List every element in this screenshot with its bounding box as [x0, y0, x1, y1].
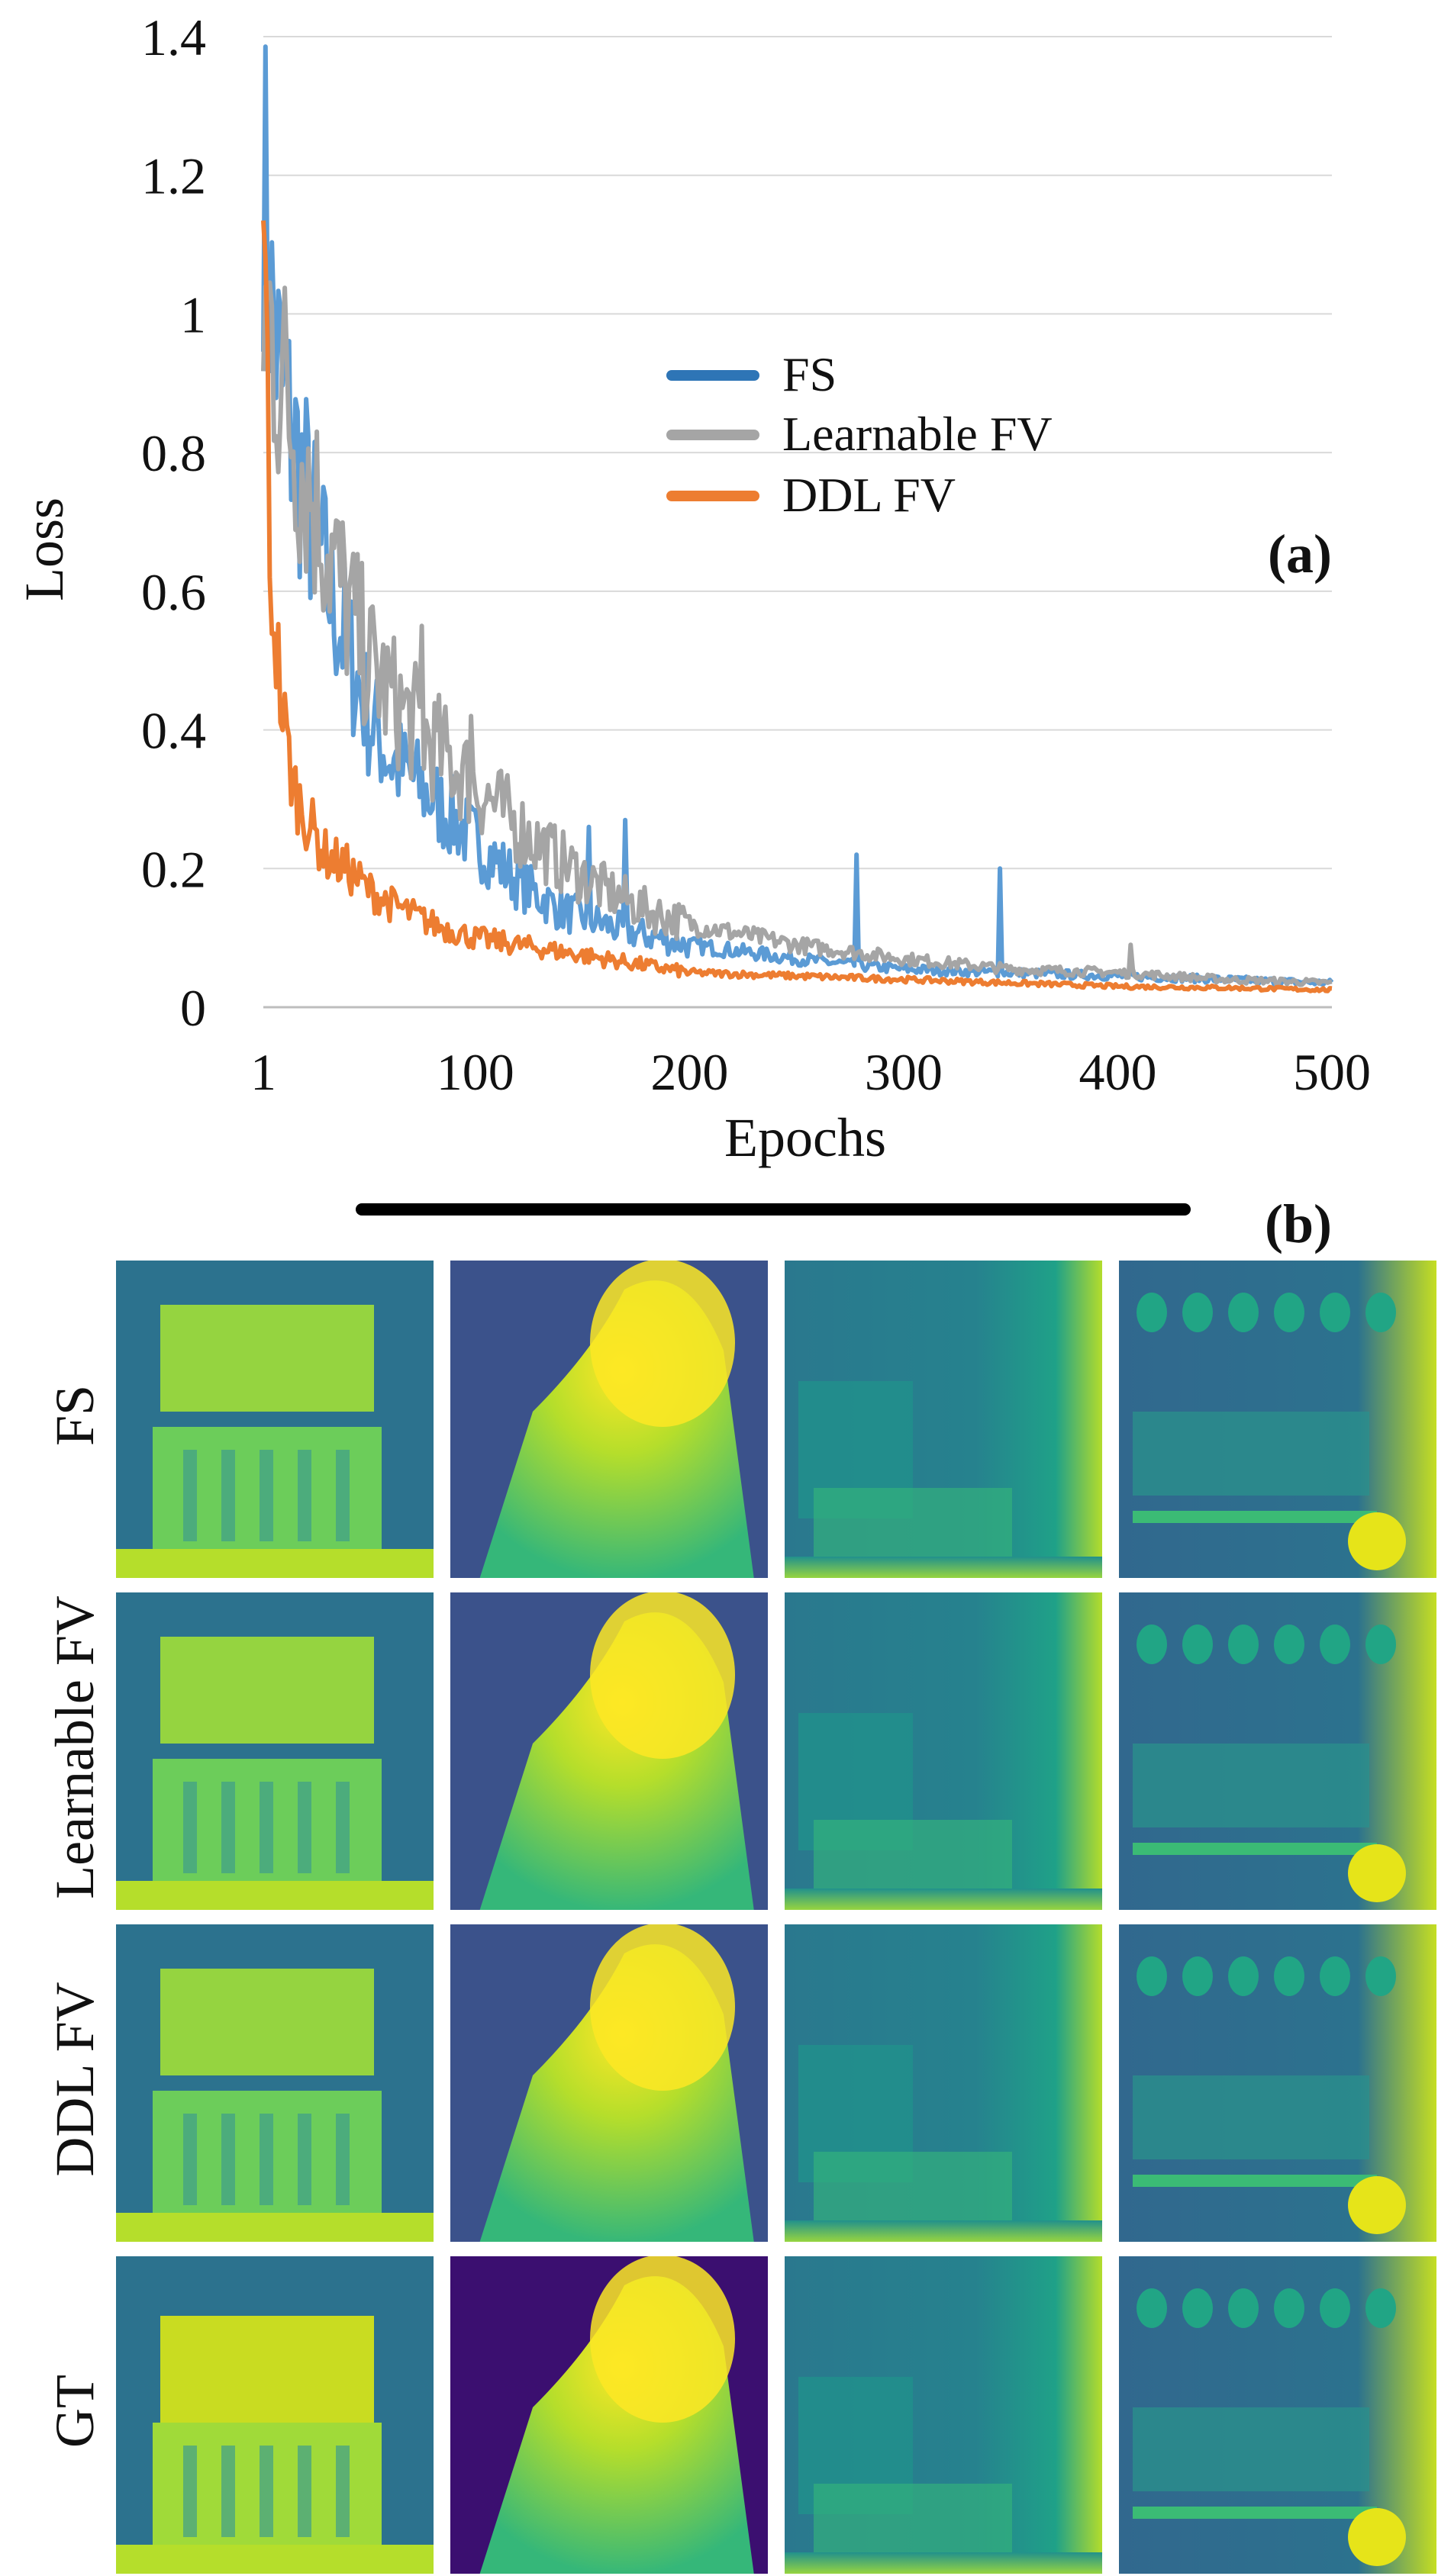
series-lines [261, 44, 1334, 993]
x-tick-label: 400 [1078, 1043, 1156, 1101]
x-tick-label: 1 [250, 1043, 276, 1101]
row-label-gt: GT [44, 2375, 105, 2448]
depth-tile-r2-c3 [782, 1589, 1105, 1913]
depth-tile-r2-c1 [113, 1589, 437, 1913]
legend-label-fs: FS [782, 347, 837, 401]
y-axis-label: Loss [14, 497, 75, 601]
depth-tile-r1-c4 [1116, 1257, 1438, 1581]
panel-b-label: (b) [1265, 1193, 1332, 1254]
legend-label-ddl-fv: DDL FV [782, 468, 956, 522]
panel-a-label: (a) [1268, 523, 1332, 584]
y-tick-label: 0.8 [141, 424, 206, 482]
y-tick-label: 0.6 [141, 563, 206, 621]
row-label-fs: FS [44, 1385, 105, 1446]
gridlines [263, 36, 1332, 1009]
x-tick-labels: 1 100 200 300 400 500 [250, 1043, 1371, 1101]
y-tick-labels: 0 0.2 0.4 0.6 0.8 1 1.2 1.4 [141, 8, 206, 1037]
legend-label-learnable-fv: Learnable FV [782, 407, 1053, 461]
loss-chart: 0 0.2 0.4 0.6 0.8 1 1.2 1.4 1 100 200 300 400 500 Lo… [14, 8, 1371, 1168]
depth-tile-r3-c1 [113, 1921, 437, 2245]
depth-tile-r1-c3 [782, 1257, 1105, 1581]
x-axis-label: Epochs [724, 1107, 886, 1168]
series-line-learnable-fv [261, 280, 1333, 987]
x-tick-label: 200 [650, 1043, 728, 1101]
depth-tile-r4-c3 [782, 2253, 1105, 2576]
depth-tile-r2-c4 [1116, 1589, 1438, 1913]
y-tick-label: 1.2 [141, 147, 206, 205]
depth-tile-r2-c2 [447, 1589, 771, 1913]
depth-tile-r3-c2 [447, 1921, 771, 2245]
depth-tile-r3-c4 [1116, 1921, 1438, 2245]
x-tick-label: 500 [1293, 1043, 1371, 1101]
x-tick-label: 100 [437, 1043, 514, 1101]
y-tick-label: 0.4 [141, 702, 206, 760]
depth-tile-r4-c4 [1116, 2253, 1438, 2576]
depth-tile-r1-c2 [447, 1257, 771, 1581]
y-tick-label: 0.2 [141, 840, 206, 898]
y-tick-label: 0 [180, 979, 206, 1037]
series-line-ddl-fv [261, 220, 1333, 993]
depth-tile-r1-c1 [113, 1257, 437, 1581]
legend: FS Learnable FV DDL FV [666, 347, 1053, 522]
depth-tile-r4-c2 [447, 2253, 771, 2576]
row-label-learnable-fv: Learnable FV [44, 1596, 105, 1899]
depth-tile-r3-c3 [782, 1921, 1105, 2245]
depth-map-grid: FS Learnable FV DDL FV GT [44, 1257, 1438, 2576]
y-tick-label: 1.4 [141, 8, 206, 66]
y-tick-label: 1 [180, 285, 206, 343]
depth-tile-r4-c1 [113, 2253, 437, 2576]
row-label-ddl-fv: DDL FV [44, 1982, 105, 2176]
x-tick-label: 300 [865, 1043, 943, 1101]
